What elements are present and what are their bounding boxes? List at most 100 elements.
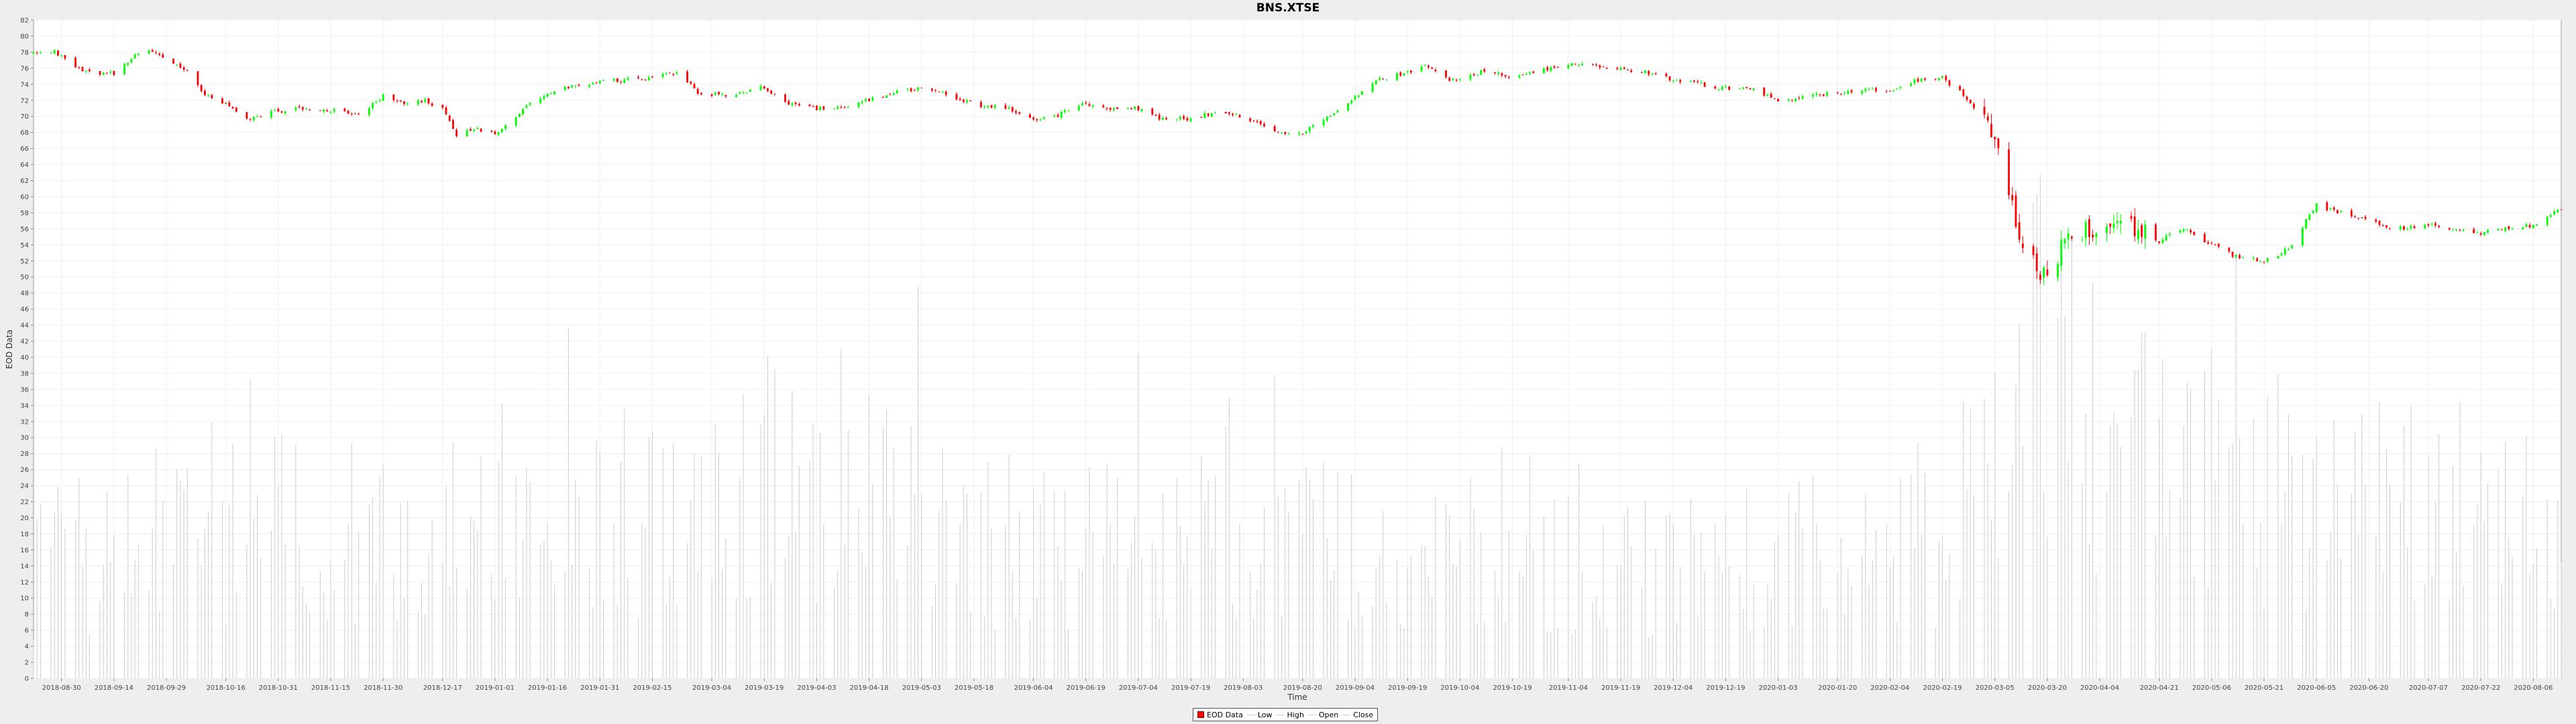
candle-body	[2378, 221, 2381, 225]
candle	[2263, 261, 2265, 264]
candle-body	[1428, 66, 1430, 68]
candle-body	[598, 80, 601, 83]
candle-body	[2487, 230, 2489, 233]
candle-body	[1277, 131, 1279, 133]
candle	[2179, 229, 2182, 235]
legend: EOD Data Low High Open Close	[1193, 708, 1379, 721]
candle-body	[2256, 258, 2258, 261]
candle-body	[592, 82, 594, 84]
candle	[1746, 86, 1748, 88]
candle-body	[612, 78, 615, 81]
candle	[896, 88, 898, 94]
candle	[1763, 87, 1766, 97]
candle-body	[2511, 228, 2514, 229]
y-tick-label: 64	[20, 162, 29, 169]
candle-body	[2046, 269, 2049, 276]
candle	[840, 105, 843, 109]
candle	[1155, 114, 1157, 117]
candle	[1228, 111, 1230, 116]
candle-body	[294, 107, 297, 111]
candle	[1518, 73, 1521, 78]
candle-body	[546, 93, 549, 97]
x-tick-label: 2019-08-03	[1224, 684, 1263, 692]
candle-body	[578, 84, 580, 86]
candle-body	[2235, 255, 2237, 257]
candle	[470, 127, 472, 131]
candle	[1333, 113, 1336, 116]
candle	[113, 70, 115, 76]
candle-body	[819, 107, 822, 111]
candle	[231, 106, 234, 109]
candle-body	[2141, 225, 2143, 237]
candle-body	[403, 101, 405, 104]
candle	[1994, 136, 1996, 149]
candle-body	[1308, 127, 1311, 132]
candle-body	[448, 115, 451, 121]
candle-body	[1203, 113, 1206, 118]
candle	[2141, 223, 2143, 244]
candle-body	[812, 106, 814, 107]
candle	[1899, 86, 1902, 90]
candle-body	[1532, 71, 1535, 73]
candle-body	[1749, 88, 1752, 90]
candle-body	[50, 53, 52, 54]
candle	[1896, 88, 1898, 90]
candle	[81, 66, 84, 72]
candle-body	[1305, 131, 1307, 134]
candle	[2137, 219, 2139, 245]
candle	[1543, 67, 1545, 74]
candle-body	[329, 112, 332, 113]
candle	[2476, 230, 2479, 233]
candle	[1214, 111, 1216, 114]
candle-body	[2130, 216, 2133, 219]
candle-body	[2060, 239, 2063, 266]
candle-body	[1948, 80, 1951, 86]
candle	[794, 101, 797, 107]
candle-body	[2473, 229, 2475, 233]
candle-body	[1060, 111, 1063, 118]
candle	[1406, 70, 1409, 74]
candle	[546, 93, 549, 98]
candle-body	[529, 103, 531, 105]
candle-body	[1207, 113, 1210, 116]
candle-body	[1458, 78, 1461, 80]
candle	[2459, 229, 2461, 232]
candle-body	[2070, 236, 2073, 239]
candle	[1787, 99, 1790, 103]
candle-body	[1812, 95, 1815, 97]
y-tick-label: 76	[20, 65, 29, 72]
candle	[162, 52, 164, 58]
candle	[868, 98, 870, 103]
candle-body	[2354, 216, 2356, 218]
candle	[1259, 120, 1262, 126]
candle-body	[172, 58, 174, 64]
candle	[2525, 223, 2528, 229]
candle-body	[690, 81, 692, 84]
candle	[1983, 99, 1986, 119]
candle	[700, 92, 702, 96]
candle-body	[2067, 233, 2070, 239]
candle-body	[1183, 116, 1185, 119]
candle	[2291, 244, 2294, 249]
candle-body	[1766, 95, 1769, 96]
candle-body	[1752, 88, 1755, 90]
candle-body	[2560, 209, 2563, 210]
candle-body	[466, 130, 468, 137]
candle	[1053, 113, 1056, 117]
candle-body	[1826, 93, 1828, 96]
candle	[1602, 65, 1605, 68]
candle	[1428, 64, 1430, 69]
candle-body	[930, 88, 933, 91]
candle	[252, 116, 255, 122]
candle-body	[407, 103, 409, 105]
candle	[2182, 228, 2185, 233]
candle-body	[1665, 73, 1668, 76]
y-tick-label: 66	[20, 145, 29, 153]
candle	[2357, 217, 2360, 221]
candle-body	[137, 53, 140, 55]
candle-body	[1913, 79, 1916, 84]
candle	[2375, 218, 2377, 224]
candle-body	[1497, 72, 1500, 74]
y-tick-label: 2	[25, 660, 29, 667]
candle	[812, 105, 814, 108]
